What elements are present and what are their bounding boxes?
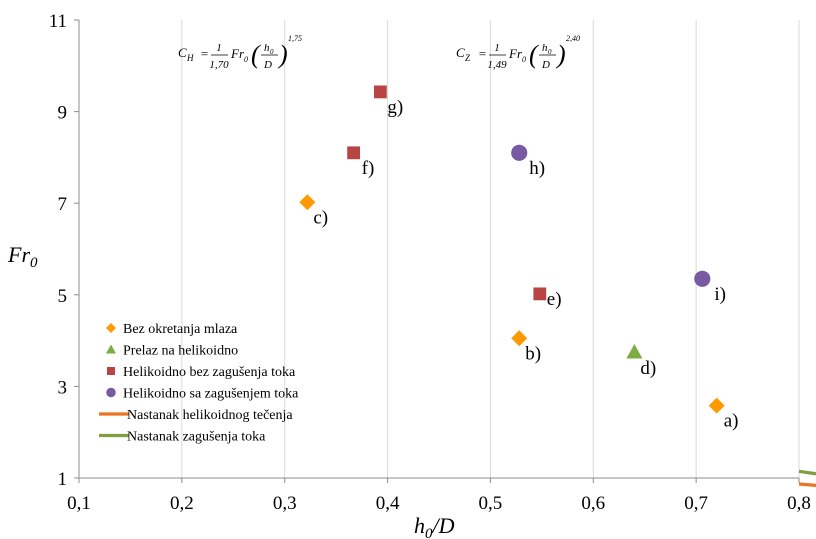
data-point-circle xyxy=(511,144,528,161)
x-tick-label: 0,8 xyxy=(787,493,811,514)
formula-lhs-sub: Z xyxy=(465,53,471,63)
y-axis-label: Fr0 xyxy=(7,242,38,271)
point-label: b) xyxy=(525,343,541,364)
formula-eq: = xyxy=(478,46,487,61)
legend: Bez okretanja mlaza Prelaz na helikoidno H… xyxy=(99,322,299,445)
formula-exp: 1,75 xyxy=(288,34,302,43)
formula-paren-open: ( xyxy=(251,40,261,69)
axes xyxy=(74,19,800,483)
legend-label: Helikoidno bez zagušenja toka xyxy=(123,365,296,380)
x-tick-label: 0,3 xyxy=(273,493,297,514)
data-point-triangle xyxy=(626,344,643,359)
x-tick-label: 0,4 xyxy=(376,493,400,514)
formula-den: 1,49 xyxy=(487,59,507,71)
legend-swatch-circle xyxy=(106,387,116,398)
legend-label: Nastanak helikoidnog tečenja xyxy=(127,408,293,423)
y-tick-label: 11 xyxy=(49,11,67,32)
formula-num: 1 xyxy=(216,42,222,54)
formula-h-sub: 0 xyxy=(270,48,274,56)
formula-lhs-sub: H xyxy=(186,53,194,63)
x-tick-label: 0,1 xyxy=(67,493,91,514)
formula-paren-open: ( xyxy=(529,40,539,69)
data-point-square xyxy=(373,85,387,99)
legend-swatch-square xyxy=(107,367,115,375)
data-points xyxy=(299,85,725,414)
y-tick-label: 7 xyxy=(58,194,68,215)
legend-label: Helikoidno sa zagušenjem toka xyxy=(123,387,299,402)
grid xyxy=(181,20,800,478)
formula-fr: Fr xyxy=(508,46,523,61)
data-point-diamond xyxy=(511,330,528,347)
x-tick-label: 0,7 xyxy=(684,493,708,514)
x-axis-label: h0/D xyxy=(414,513,455,539)
formula-h-sub: 0 xyxy=(548,48,552,56)
formula-d: D xyxy=(263,59,272,71)
formula-eq: = xyxy=(200,46,209,61)
y-tick-label: 3 xyxy=(58,377,68,398)
point-label: f) xyxy=(362,158,375,179)
point-label: d) xyxy=(640,358,656,379)
legend-label: Prelaz na helikoidno xyxy=(123,344,238,359)
point-label: i) xyxy=(714,284,726,305)
x-axis-label-rest: /D xyxy=(431,513,455,538)
point-label: h) xyxy=(529,158,545,179)
data-point-circle xyxy=(694,270,711,287)
legend-label: Nastanak zagušenja toka xyxy=(127,430,266,445)
legend-swatch-diamond xyxy=(106,323,116,333)
data-point-square xyxy=(347,146,361,160)
x-axis-label-main: h xyxy=(414,513,425,538)
point-label: g) xyxy=(387,97,403,118)
data-point-diamond xyxy=(708,397,725,414)
legend-swatch-triangle xyxy=(106,344,116,354)
x-tick-label: 0,6 xyxy=(581,493,605,514)
point-labels: c) b) a) d) f) g) e) h) i) xyxy=(313,97,738,432)
formula-lhs: C xyxy=(456,45,465,60)
formula-fr: Fr xyxy=(230,46,245,61)
y-tick-label: 5 xyxy=(58,286,68,307)
data-point-diamond xyxy=(299,194,316,211)
y-tick-label: 9 xyxy=(58,103,68,124)
formula-num: 1 xyxy=(494,42,500,54)
formula-fr-sub: 0 xyxy=(244,55,248,64)
legend-label: Bez okretanja mlaza xyxy=(123,322,238,337)
y-tick-label: 1 xyxy=(58,469,68,490)
point-label: e) xyxy=(547,289,562,310)
formula-h: h xyxy=(264,42,270,54)
formula-fr-sub: 0 xyxy=(522,55,526,64)
formula-lhs: C xyxy=(178,45,187,60)
formula-h: h xyxy=(542,42,548,54)
formula-d: D xyxy=(541,59,550,71)
x-tick-label: 0,2 xyxy=(170,493,194,514)
formula-exp: 2,40 xyxy=(566,34,580,43)
point-label: c) xyxy=(313,207,328,228)
x-axis-label-sub: 0 xyxy=(425,526,433,539)
data-point-square xyxy=(533,287,547,301)
x-tick-label: 0,5 xyxy=(479,493,503,514)
point-label: a) xyxy=(724,411,739,432)
y-axis-label-sub: 0 xyxy=(30,255,38,271)
formula-den: 1,70 xyxy=(209,59,229,71)
y-axis-label-main: Fr xyxy=(7,242,30,267)
formula-paren-close: ) xyxy=(277,40,288,69)
formula-paren-close: ) xyxy=(555,40,566,69)
